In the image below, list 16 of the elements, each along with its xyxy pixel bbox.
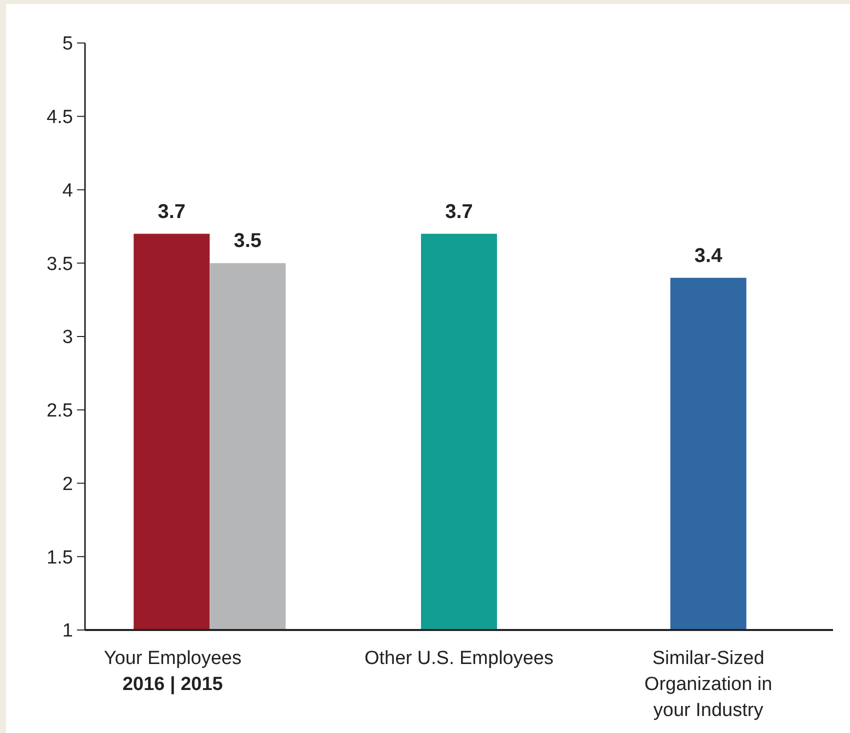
y-tick-label: 3 (62, 327, 73, 348)
y-tick-label: 3.5 (46, 254, 73, 275)
y-tick-label: 1 (62, 620, 73, 642)
y-tick-label: 5 (62, 34, 73, 55)
data-label: 3.7 (445, 200, 473, 223)
y-tick-label: 1.5 (46, 547, 73, 568)
y-tick-label: 2 (62, 474, 73, 495)
x-tick-label: Your Employees 2016 | 2015 (104, 648, 242, 695)
x-tick-label: Similar-Sized Organization in your Industry (644, 648, 772, 721)
data-label: 3.5 (234, 230, 262, 252)
x-tick-label: Other U.S. Employees (364, 648, 554, 669)
y-tick-label: 2.5 (46, 400, 73, 422)
y-tick-label: 4 (62, 180, 74, 202)
data-label: 3.4 (694, 244, 724, 267)
data-label: 3.7 (158, 200, 186, 223)
y-tick-label: 4.5 (46, 107, 73, 128)
